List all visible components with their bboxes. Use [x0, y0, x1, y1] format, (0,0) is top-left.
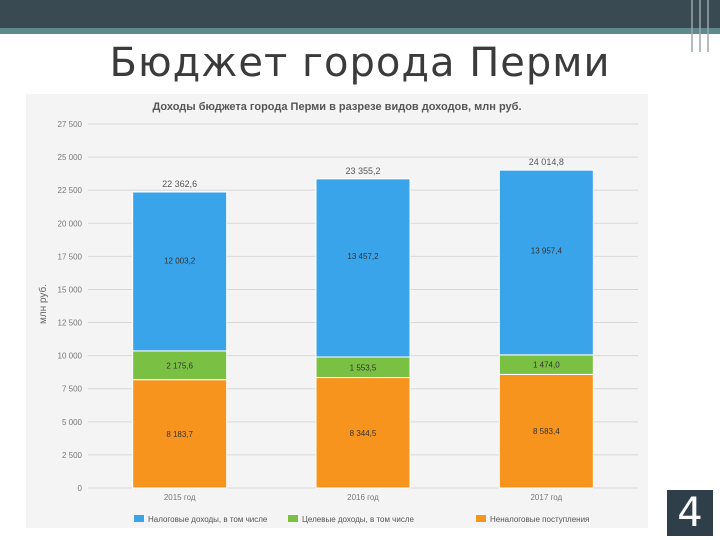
x-tick-label: 2015 год [164, 493, 196, 502]
segment-value-label: 13 457,2 [347, 252, 379, 261]
chart-title: Доходы бюджета города Перми в разрезе ви… [152, 101, 521, 113]
bar-segment [132, 379, 228, 489]
x-tick-label: 2016 год [347, 493, 379, 502]
y-tick-label: 10 000 [58, 352, 83, 361]
segment-value-label: 1 553,5 [350, 363, 377, 372]
bar-segment [498, 169, 594, 356]
y-axis-label: млн руб. [37, 284, 49, 324]
x-tick-label: 2017 год [530, 493, 562, 502]
bar-segment [132, 191, 228, 352]
slide-title: Бюджет города Перми [109, 40, 611, 86]
legend-swatch [134, 515, 144, 522]
legend-label: Налоговые доходы, в том числе [148, 515, 268, 524]
legend-swatch [476, 515, 486, 522]
y-tick-label: 22 500 [58, 186, 83, 195]
top-accent-line [0, 28, 720, 34]
y-tick-label: 7 500 [62, 385, 83, 394]
legend-swatch [288, 515, 298, 522]
bars [132, 169, 594, 489]
y-tick-label: 20 000 [58, 219, 83, 228]
segment-labels: 8 183,7 2 175,6 12 003,2 8 344,5 1 553,5 13 4… [164, 246, 562, 439]
segment-value-label: 8 183,7 [166, 430, 193, 439]
y-tick-label: 0 [78, 484, 83, 493]
corner-decoration [691, 0, 709, 52]
y-tick-label: 12 500 [58, 319, 83, 328]
y-tick-label: 27 500 [58, 120, 83, 129]
y-tick-label: 2 500 [62, 451, 83, 460]
y-tick-label: 17 500 [58, 252, 83, 261]
top-bar [0, 0, 720, 28]
legend: Налоговые доходы, в том числе Целевые дох… [134, 515, 589, 524]
total-value-label: 22 362,6 [162, 179, 197, 189]
segment-value-label: 12 003,2 [164, 256, 196, 265]
segment-value-label: 1 474,0 [533, 361, 560, 370]
segment-value-label: 8 344,5 [350, 429, 377, 438]
bar-segment [315, 377, 411, 489]
bar-segment [498, 373, 594, 489]
total-value-label: 23 355,2 [345, 166, 380, 176]
x-tick-labels: 2015 год 2016 год 2017 год [164, 493, 563, 502]
y-tick-label: 15 000 [58, 285, 83, 294]
legend-label: Целевые доходы, в том числе [302, 515, 414, 524]
segment-value-label: 8 583,4 [533, 427, 560, 436]
segment-value-label: 2 175,6 [166, 361, 193, 370]
total-labels: 22 362,6 23 355,2 24 014,8 [162, 157, 564, 189]
y-tick-label: 25 000 [58, 153, 83, 162]
segment-value-label: 13 957,4 [531, 246, 563, 255]
bar-segment [315, 178, 411, 358]
y-tick-labels: 0 2 500 5 000 7 500 10 000 12 500 15 000 17 500… [58, 120, 83, 493]
total-value-label: 24 014,8 [529, 157, 564, 167]
y-tick-label: 5 000 [62, 418, 83, 427]
page-number: 4 [667, 490, 713, 536]
legend-label: Неналоговые поступления [490, 515, 589, 524]
revenue-chart: Доходы бюджета города Перми в разрезе ви… [26, 94, 648, 528]
